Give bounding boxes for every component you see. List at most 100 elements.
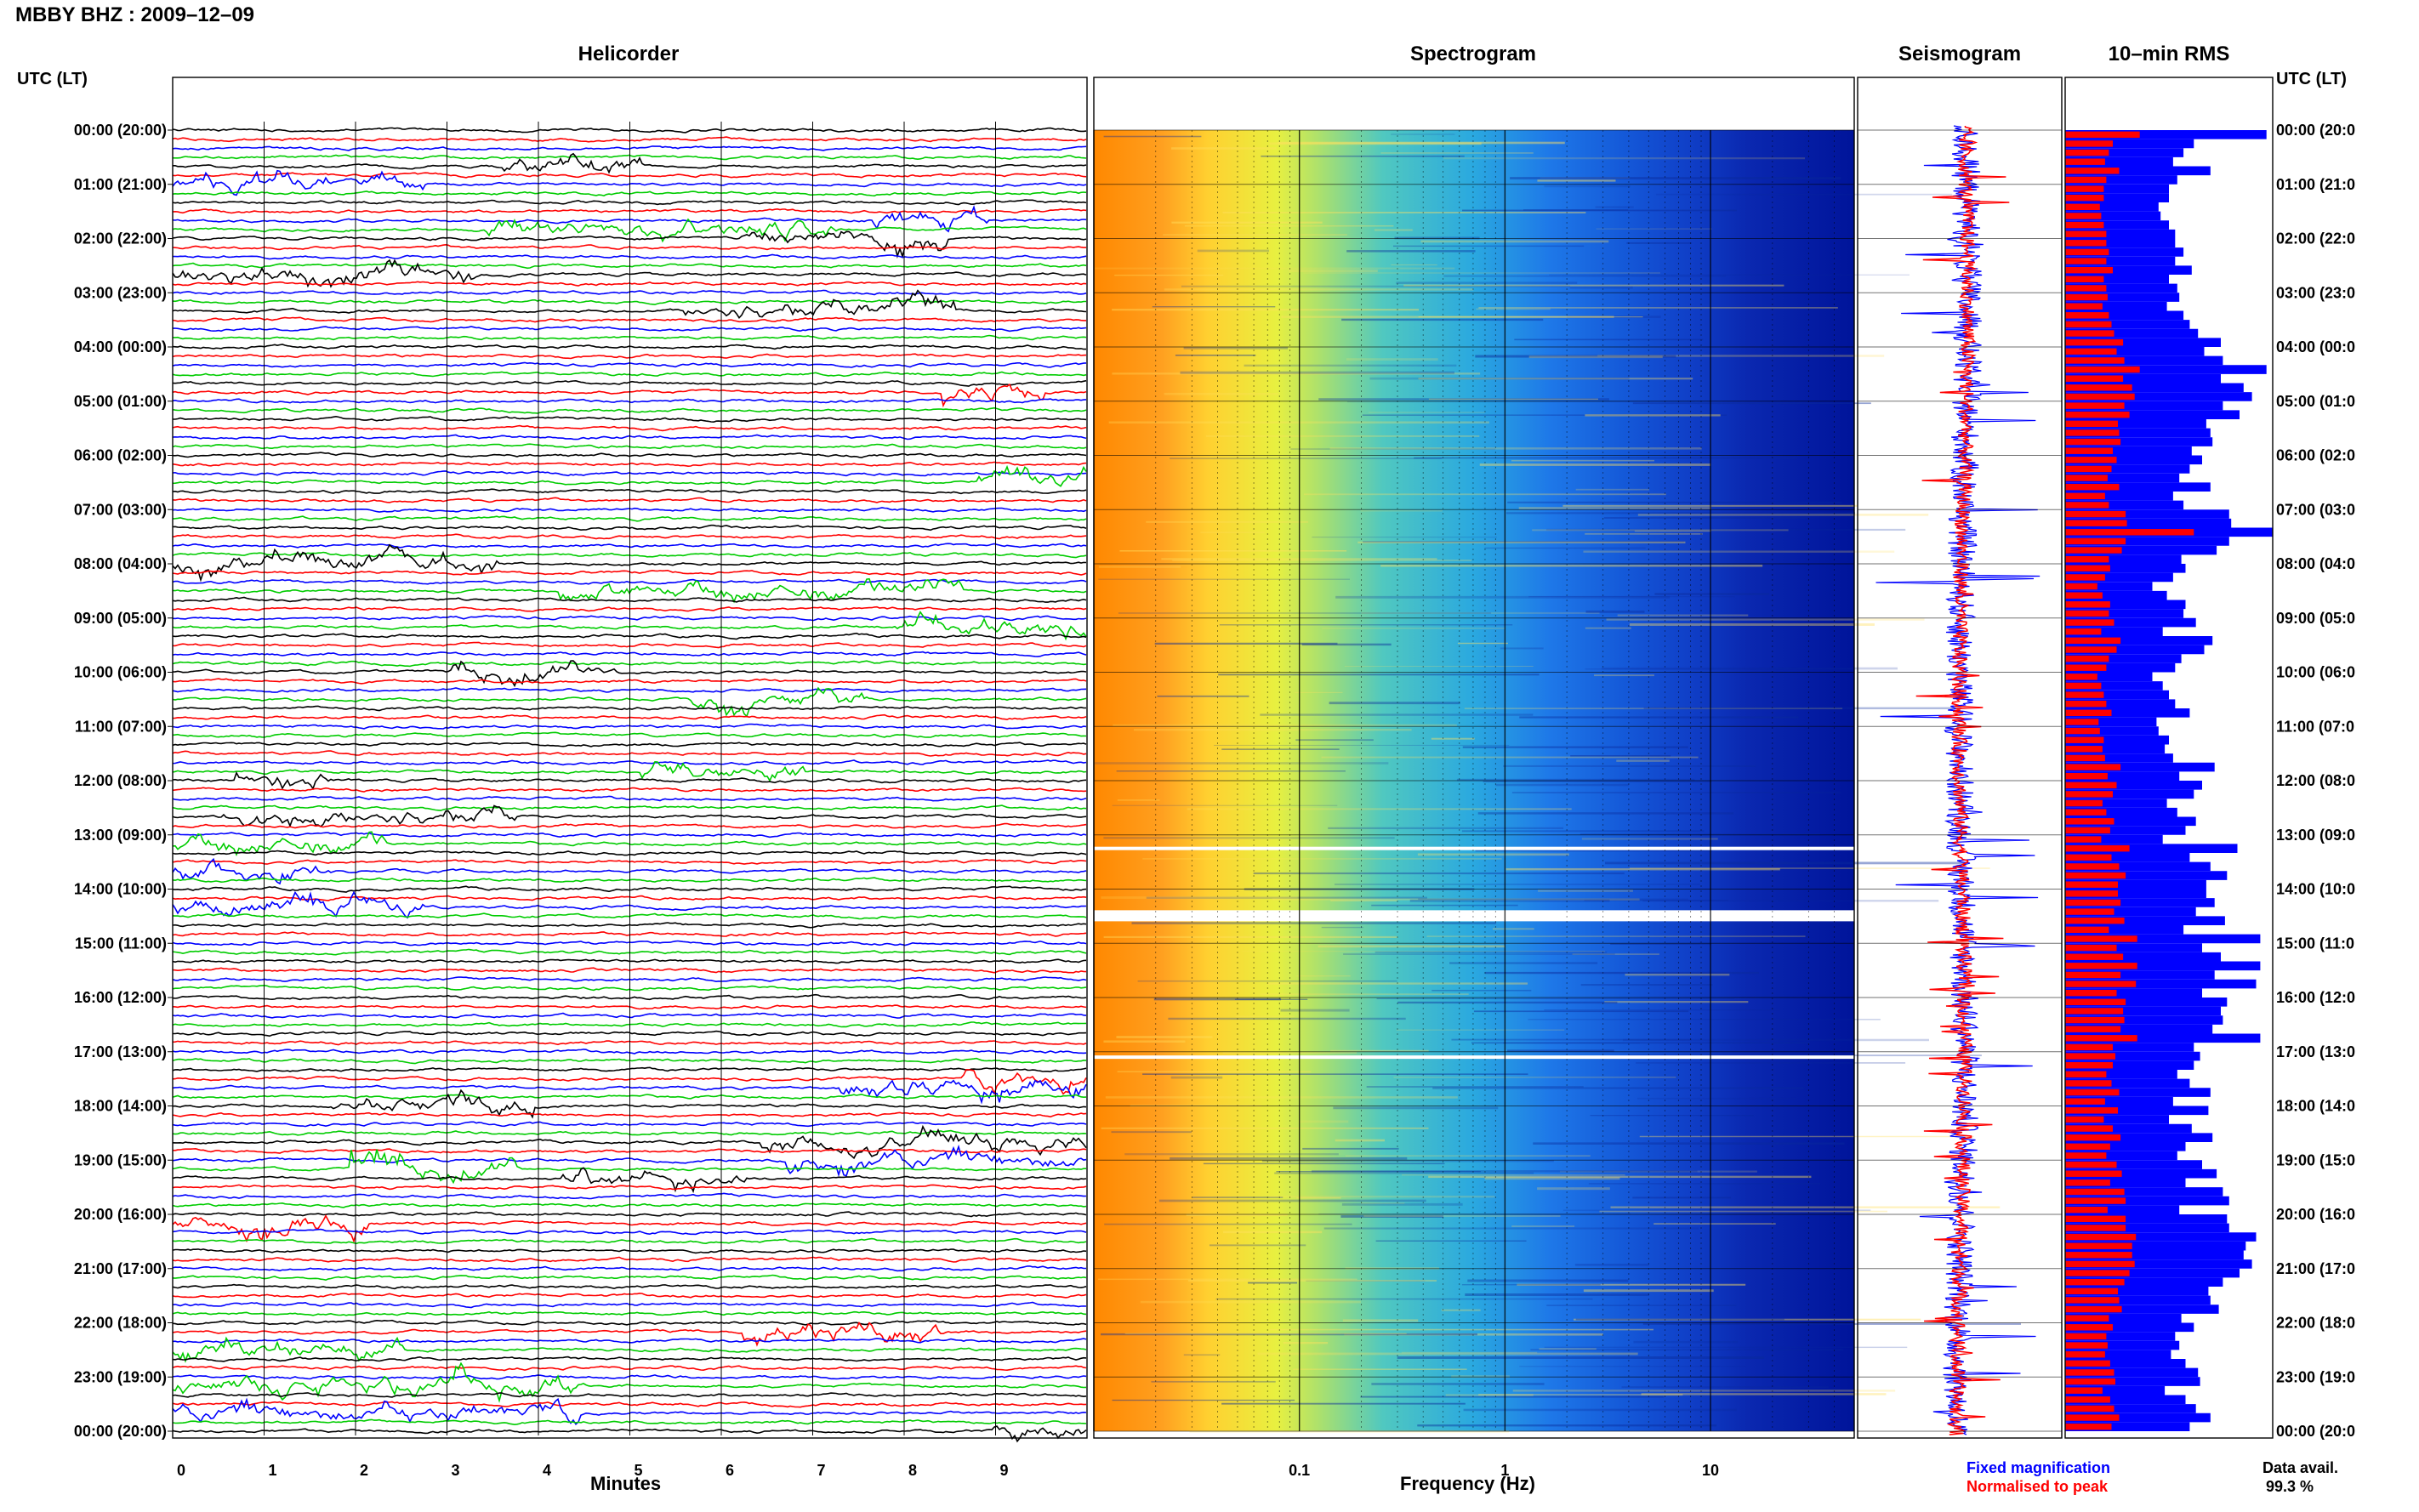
spectrogram-streak	[1335, 1139, 1386, 1142]
spectrogram-streak	[1392, 245, 1585, 247]
spectrogram-streak	[1570, 755, 1671, 757]
rms-bar-fixed	[2065, 898, 2215, 907]
spectrogram-streak	[1170, 458, 1443, 459]
rms-bar-normalised	[2065, 492, 2105, 500]
spectrogram-streak	[1103, 1040, 1186, 1043]
rms-bar-fixed	[2065, 636, 2213, 645]
rms-bar-normalised	[2065, 583, 2097, 590]
rms-bar-fixed	[2065, 662, 2176, 673]
rms-bar-fixed	[2065, 1404, 2196, 1413]
time-tick-left: 20:00 (16:00)	[74, 1206, 167, 1223]
rms-bar-fixed	[2065, 1187, 2223, 1197]
spectrogram-streak	[1397, 1001, 1618, 1004]
rms-bar-fixed	[2065, 301, 2167, 311]
spectrogram-streak	[1539, 1348, 1597, 1350]
spectrogram-streak	[1222, 1051, 1357, 1054]
rms-bar-fixed	[2065, 482, 2211, 492]
rms-bar-normalised	[2065, 963, 2137, 969]
time-tick-left: 21:00 (17:00)	[74, 1260, 167, 1277]
rms-bar-fixed	[2065, 1359, 2186, 1368]
time-tick-right: 07:00 (03:0	[2276, 501, 2355, 518]
spectrogram-streak	[1293, 1368, 1467, 1370]
rms-bar-fixed	[2065, 879, 2206, 890]
time-tick-left: 19:00 (15:00)	[74, 1151, 167, 1168]
spectrogram-streak	[1183, 346, 1289, 350]
spectrogram-streak	[1105, 1096, 1458, 1099]
rms-bar-normalised	[2065, 953, 2124, 960]
time-tick-right: 16:00 (12:0	[2276, 989, 2355, 1006]
rms-bar-normalised	[2065, 736, 2104, 743]
panel-frame	[2064, 77, 2274, 1439]
rms-bar-fixed	[2065, 789, 2194, 799]
rms-bar-fixed	[2065, 1024, 2213, 1034]
rms-bar-fixed	[2065, 518, 2232, 528]
time-tick-right: 14:00 (10:0	[2276, 881, 2355, 898]
spectrogram-streak	[1221, 748, 1340, 751]
spectrogram-streak	[1371, 1383, 1545, 1385]
spectrogram-streak	[1478, 1394, 1683, 1396]
rms-bar-normalised	[2065, 890, 2118, 897]
rms-bar-fixed	[2065, 455, 2202, 465]
spectrogram-streak	[1151, 1380, 1276, 1383]
spectrogram-streak	[1098, 578, 1350, 580]
rms-bar-normalised	[2065, 293, 2108, 301]
rms-bar-fixed	[2065, 961, 2261, 971]
spectrogram-streak	[1280, 1009, 1350, 1012]
rms-bar-fixed	[2065, 1142, 2186, 1151]
spectrogram-streak	[1118, 612, 1492, 614]
spectrogram-streak	[1329, 447, 1702, 450]
spectrogram-streak	[1428, 1175, 1812, 1179]
rms-bar-normalised	[2065, 1179, 2110, 1186]
spectrogram-streak	[1632, 402, 1871, 405]
spectrogram-streak	[1475, 850, 1713, 852]
spectrogram-streak	[1197, 249, 1270, 253]
time-tick-left: 02:00 (22:00)	[74, 230, 167, 247]
spectrogram-streak	[1417, 1424, 1717, 1427]
spectrogram-streak	[1341, 318, 1544, 321]
spectrogram-gap	[1094, 1055, 1854, 1060]
panel-frame	[1093, 77, 1855, 1439]
spectrogram-streak	[1396, 281, 1578, 284]
spectrogram-streak	[1361, 611, 1600, 614]
spectrogram-streak	[1290, 448, 1496, 450]
spectrogram-streak	[1260, 993, 1469, 995]
rms-bar-fixed	[2065, 1168, 2217, 1179]
spectrogram-streak	[1655, 193, 1953, 196]
time-tick-left: 05:00 (01:00)	[74, 393, 167, 410]
rms-bar-fixed	[2065, 437, 2213, 446]
rms-bar-normalised	[2065, 1134, 2121, 1141]
rms-bar-fixed	[2065, 844, 2238, 853]
rms-bar-normalised	[2065, 799, 2103, 807]
spectrogram-streak	[1641, 1393, 1887, 1395]
spectrogram-streak	[1340, 1215, 1444, 1218]
rms-bar-normalised	[2065, 1233, 2137, 1241]
spectrogram-streak	[1500, 647, 1544, 650]
spectrogram-streak	[1622, 1038, 1929, 1042]
spectrogram-streak	[1306, 1280, 1426, 1282]
rms-bar-normalised	[2065, 149, 2109, 156]
time-tick-right: 10:00 (06:0	[2276, 664, 2355, 681]
rms-bar-fixed	[2065, 1385, 2166, 1395]
time-tick-right: 11:00 (07:0	[2276, 718, 2354, 735]
spectrogram-streak	[1517, 1283, 1746, 1286]
spectrogram-streak	[1637, 514, 1929, 516]
spectrogram-streak	[1549, 274, 1910, 276]
rms-bar-normalised	[2065, 601, 2110, 608]
spectrogram-streak	[1629, 867, 1990, 869]
rms-bar-fixed	[2065, 1033, 2261, 1043]
spectrogram-streak	[1113, 724, 1457, 727]
rms-bar-normalised	[2065, 746, 2103, 753]
rms-bar-fixed	[2065, 1287, 2209, 1296]
spectrogram-streak	[1363, 541, 1685, 543]
rms-bar-fixed	[2065, 934, 2261, 944]
spectrogram-streak	[1345, 1155, 1591, 1157]
spectrogram-streak	[1357, 541, 1686, 544]
rms-bars	[2065, 130, 2273, 1431]
spectrogram-streak	[1380, 564, 1763, 567]
spectrogram-streak	[1585, 627, 1631, 629]
legend-fixed: Fixed magnification	[1967, 1459, 2111, 1476]
time-tick-left: 08:00 (04:00)	[74, 555, 167, 572]
spectrogram-streak	[1289, 270, 1378, 273]
spectrogram-streak	[1257, 1352, 1638, 1356]
rms-bar-fixed	[2065, 672, 2153, 682]
